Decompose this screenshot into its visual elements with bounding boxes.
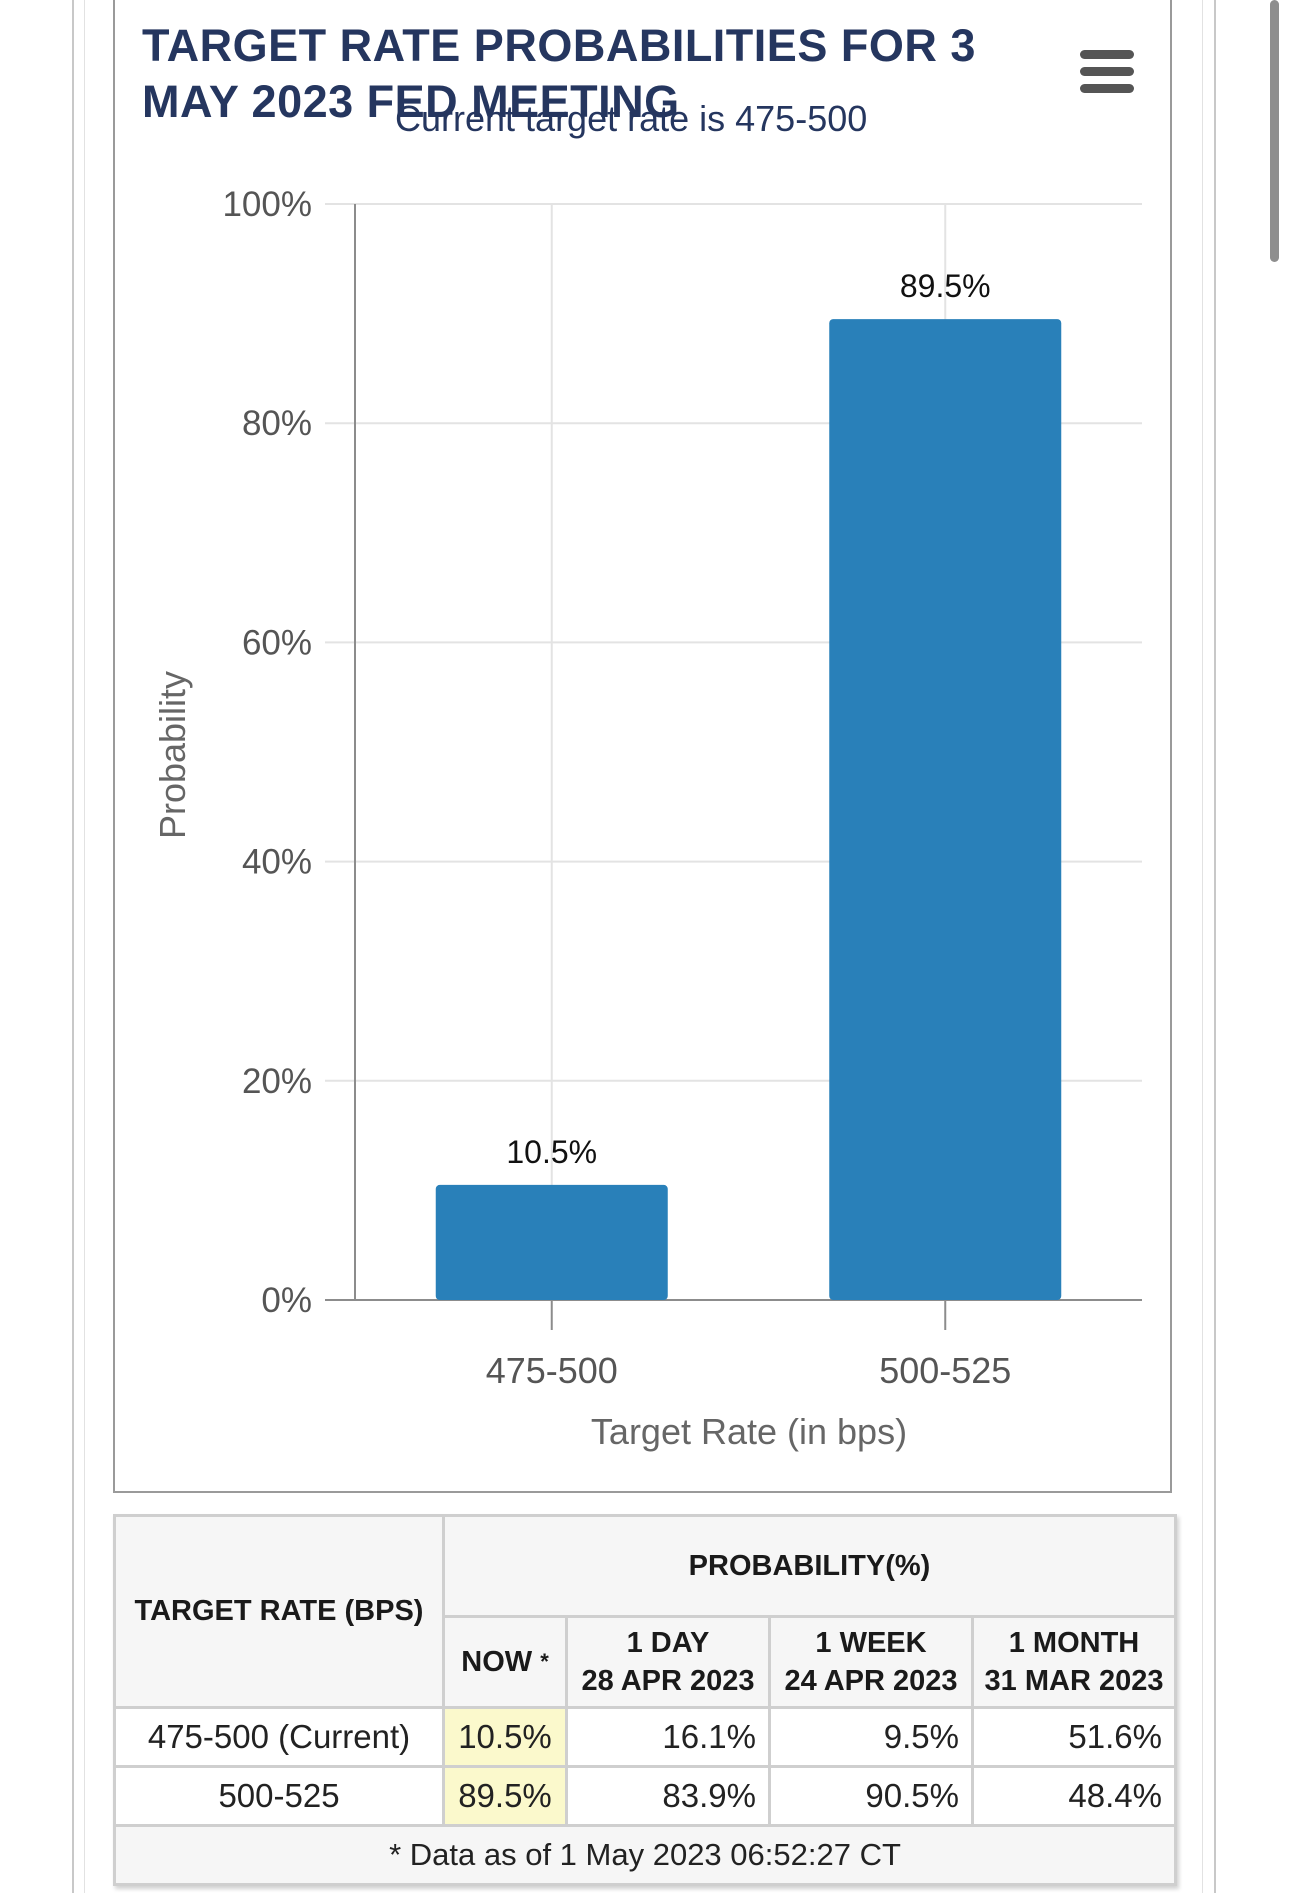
chart-title: TARGET RATE PROBABILITIES FOR 3 MAY 2023… — [142, 20, 976, 127]
cell-1-month: 48.4% — [971, 1765, 1177, 1827]
bar — [829, 319, 1062, 1301]
y-tick-label: 80% — [242, 404, 312, 443]
bar-chart: 0% 20% 40% 60% 80% 100% 10.5% 89.5% 475-500 500… — [152, 185, 1142, 1452]
y-tick-label: 100% — [222, 185, 312, 224]
data-label: 10.5% — [506, 1134, 597, 1170]
x-tick-label: 475-500 — [486, 1350, 618, 1391]
header-now: NOW * — [442, 1615, 568, 1709]
x-tick-label: 500-525 — [879, 1350, 1011, 1391]
header-target-rate: TARGET RATE (BPS) — [113, 1514, 445, 1709]
x-tick-labels: 475-500 500-525 — [486, 1300, 1011, 1391]
chart-subtitle: Current target rate is 475-500 — [395, 98, 868, 139]
cell-1-week: 9.5% — [768, 1706, 974, 1768]
scrollbar[interactable] — [1270, 0, 1279, 262]
cell-now: 10.5% — [442, 1706, 568, 1768]
table-row: 475-500 (Current) 10.5% 16.1% 9.5% 51.6% — [113, 1706, 1177, 1768]
cell-1-day: 83.9% — [565, 1765, 771, 1827]
page-border-left — [72, 0, 74, 1893]
y-axis-label: Probability — [152, 671, 193, 839]
header-1-day: 1 DAY 28 APR 2023 — [565, 1615, 771, 1709]
page-border-right-inner — [1202, 0, 1203, 1893]
y-tick-label: 60% — [242, 623, 312, 662]
data-label: 89.5% — [900, 268, 991, 304]
cell-rate: 500-525 — [113, 1765, 445, 1827]
bar — [435, 1184, 668, 1300]
cell-rate: 475-500 (Current) — [113, 1706, 445, 1768]
cell-1-week: 90.5% — [768, 1765, 974, 1827]
y-tick-label: 20% — [242, 1062, 312, 1101]
probability-table: TARGET RATE (BPS) PROBABILITY(%) NOW * 1… — [113, 1514, 1177, 1886]
page-border-left-inner — [84, 0, 85, 1893]
x-axis-label: Target Rate (in bps) — [591, 1411, 907, 1452]
y-tick-label: 40% — [242, 843, 312, 882]
cell-1-day: 16.1% — [565, 1706, 771, 1768]
hamburger-menu-icon[interactable] — [1080, 50, 1134, 94]
header-1-week: 1 WEEK 24 APR 2023 — [768, 1615, 974, 1709]
chart-bars: 10.5% 89.5% — [435, 268, 1062, 1301]
cell-1-month: 51.6% — [971, 1706, 1177, 1768]
y-tick-labels: 0% 20% 40% 60% 80% 100% — [222, 185, 312, 1320]
header-probability: PROBABILITY(%) — [442, 1514, 1177, 1618]
cell-now: 89.5% — [442, 1765, 568, 1827]
header-1-month: 1 MONTH 31 MAR 2023 — [971, 1615, 1177, 1709]
table-row: 500-525 89.5% 83.9% 90.5% 48.4% — [113, 1765, 1177, 1827]
table-footnote: * Data as of 1 May 2023 06:52:27 CT — [113, 1824, 1177, 1886]
y-tick-label: 0% — [261, 1281, 312, 1320]
page-border-right — [1214, 0, 1216, 1893]
